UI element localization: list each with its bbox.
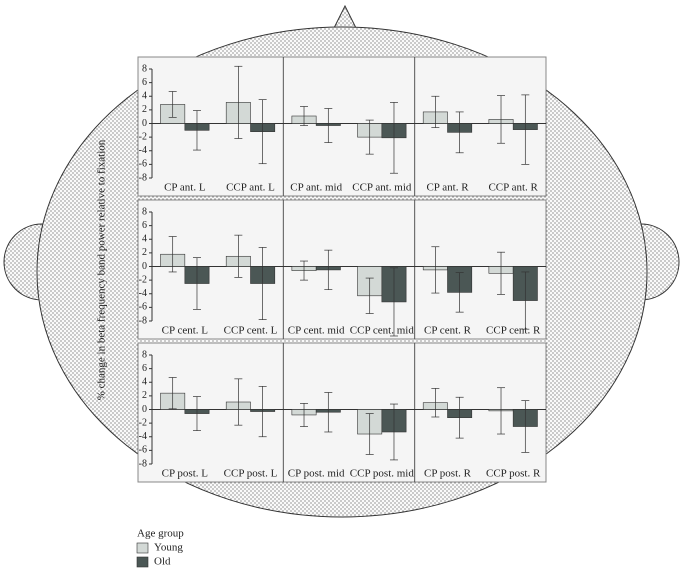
x-tick-label: CP cent. R xyxy=(424,325,472,337)
error-bar xyxy=(431,95,440,128)
x-tick-label: CCP cent. mid xyxy=(350,325,415,337)
x-tick-label: CP ant. mid xyxy=(290,182,342,194)
error-bar xyxy=(389,267,398,337)
error-bar xyxy=(497,251,506,295)
y-tick-label: -8 xyxy=(139,172,147,183)
y-tick-label: 8 xyxy=(142,349,147,360)
error-bar xyxy=(497,387,506,435)
y-tick-label: 2 xyxy=(142,104,147,115)
error-bar xyxy=(192,110,201,151)
error-bar xyxy=(234,234,243,278)
error-bar xyxy=(168,377,177,410)
y-tick-label: 0 xyxy=(142,118,147,129)
x-tick-label: CP post. L xyxy=(162,468,209,480)
y-tick-label: 4 xyxy=(142,234,147,245)
error-bar xyxy=(455,272,464,313)
error-bar xyxy=(300,403,309,427)
y-tick-label: 4 xyxy=(142,91,147,102)
error-bar xyxy=(258,247,267,320)
error-bar xyxy=(324,108,333,143)
error-bar xyxy=(324,249,333,291)
error-bar xyxy=(431,246,440,294)
error-bar xyxy=(521,94,530,165)
y-tick-label: -8 xyxy=(139,458,147,469)
x-tick-label: CP cent. mid xyxy=(288,325,345,337)
y-axis-label: % change in beta frequency band power re… xyxy=(96,139,108,400)
error-bar xyxy=(389,102,398,174)
error-bar xyxy=(234,65,243,139)
error-bar xyxy=(389,403,398,461)
y-tick-label: -6 xyxy=(139,159,147,170)
error-bar xyxy=(258,385,267,438)
error-bar xyxy=(300,106,309,126)
y-tick-label: 0 xyxy=(142,404,147,415)
x-tick-label: CP ant. R xyxy=(426,182,469,194)
y-tick-label: -6 xyxy=(139,445,147,456)
error-bar xyxy=(234,378,243,426)
y-tick-label: 2 xyxy=(142,390,147,401)
error-bar xyxy=(365,277,374,314)
error-bar xyxy=(192,396,201,431)
y-tick-label: -2 xyxy=(139,131,147,142)
error-bar xyxy=(521,271,530,330)
error-bar xyxy=(168,236,177,273)
y-tick-label: -4 xyxy=(139,288,147,299)
x-tick-label: CCP post. mid xyxy=(350,468,415,480)
legend-label: Young xyxy=(154,542,183,554)
error-bar xyxy=(521,400,530,453)
y-tick-label: 2 xyxy=(142,247,147,258)
y-tick-label: 0 xyxy=(142,261,147,272)
y-tick-label: -2 xyxy=(139,274,147,285)
legend-label: Old xyxy=(154,556,171,568)
error-bar xyxy=(300,260,309,281)
error-bar xyxy=(192,257,201,310)
error-bar xyxy=(324,392,333,433)
y-tick-label: 8 xyxy=(142,206,147,217)
y-tick-label: 6 xyxy=(142,220,147,231)
y-tick-label: 4 xyxy=(142,377,147,388)
legend-swatch xyxy=(136,542,149,554)
x-tick-label: CCP post. L xyxy=(224,468,278,480)
x-tick-label: CCP ant. R xyxy=(488,182,538,194)
x-tick-label: CP post. mid xyxy=(288,468,345,480)
error-bar xyxy=(365,413,374,455)
x-tick-label: CCP cent. L xyxy=(224,325,278,337)
y-tick-label: 6 xyxy=(142,363,147,374)
error-bar xyxy=(168,91,177,118)
y-tick-label: 6 xyxy=(142,77,147,88)
x-tick-label: CCP cent. R xyxy=(486,325,541,337)
error-bar xyxy=(431,388,440,418)
x-tick-label: CP cent. L xyxy=(162,325,209,337)
x-tick-label: CCP post. R xyxy=(486,468,541,480)
x-tick-label: CP post. R xyxy=(424,468,472,480)
y-tick-label: -8 xyxy=(139,315,147,326)
error-bar xyxy=(258,99,267,165)
error-bar xyxy=(455,111,464,154)
y-tick-label: 8 xyxy=(142,63,147,74)
y-tick-label: -4 xyxy=(139,145,147,156)
legend-title: Age group xyxy=(137,528,184,540)
y-tick-label: -4 xyxy=(139,431,147,442)
error-bar xyxy=(365,119,374,155)
legend-swatch xyxy=(136,556,149,568)
x-tick-label: CCP ant. mid xyxy=(352,182,412,194)
y-tick-label: -2 xyxy=(139,417,147,428)
error-bar xyxy=(497,95,506,144)
error-bar xyxy=(455,396,464,439)
x-tick-label: CP ant. L xyxy=(164,182,206,194)
y-tick-label: -6 xyxy=(139,302,147,313)
x-tick-label: CCP ant. L xyxy=(226,182,275,194)
